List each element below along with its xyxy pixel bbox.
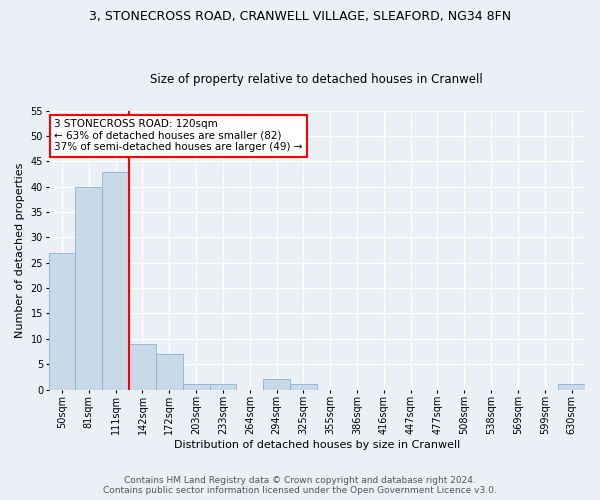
Bar (76, 187, 102, 390)
Bar (183, 384, 209, 390)
Bar (102, 172, 129, 390)
Text: 3, STONECROSS ROAD, CRANWELL VILLAGE, SLEAFORD, NG34 8FN: 3, STONECROSS ROAD, CRANWELL VILLAGE, SL… (89, 10, 511, 23)
X-axis label: Distribution of detached houses by size in Cranwell: Distribution of detached houses by size … (173, 440, 460, 450)
Bar (263, 380, 290, 390)
Bar (156, 354, 183, 390)
Bar (129, 344, 156, 390)
Title: Size of property relative to detached houses in Cranwell: Size of property relative to detached ho… (151, 73, 483, 86)
Bar (558, 384, 585, 390)
Text: 3 STONECROSS ROAD: 120sqm
← 63% of detached houses are smaller (82)
37% of semi-: 3 STONECROSS ROAD: 120sqm ← 63% of detac… (54, 119, 302, 152)
Y-axis label: Number of detached properties: Number of detached properties (15, 162, 25, 338)
Bar (49, 252, 76, 390)
Text: Contains HM Land Registry data © Crown copyright and database right 2024.
Contai: Contains HM Land Registry data © Crown c… (103, 476, 497, 495)
Bar (290, 384, 317, 390)
Bar (209, 384, 236, 390)
